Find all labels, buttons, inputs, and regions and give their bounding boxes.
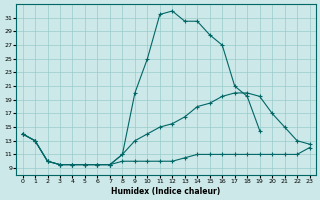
X-axis label: Humidex (Indice chaleur): Humidex (Indice chaleur) xyxy=(111,187,221,196)
